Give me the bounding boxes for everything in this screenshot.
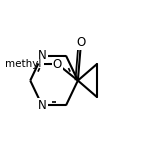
Text: N: N [38,49,46,62]
Text: N: N [38,99,46,112]
Text: methyl: methyl [5,59,41,69]
Text: O: O [53,58,62,71]
Text: O: O [76,36,85,49]
Text: methyl: methyl [38,63,42,64]
